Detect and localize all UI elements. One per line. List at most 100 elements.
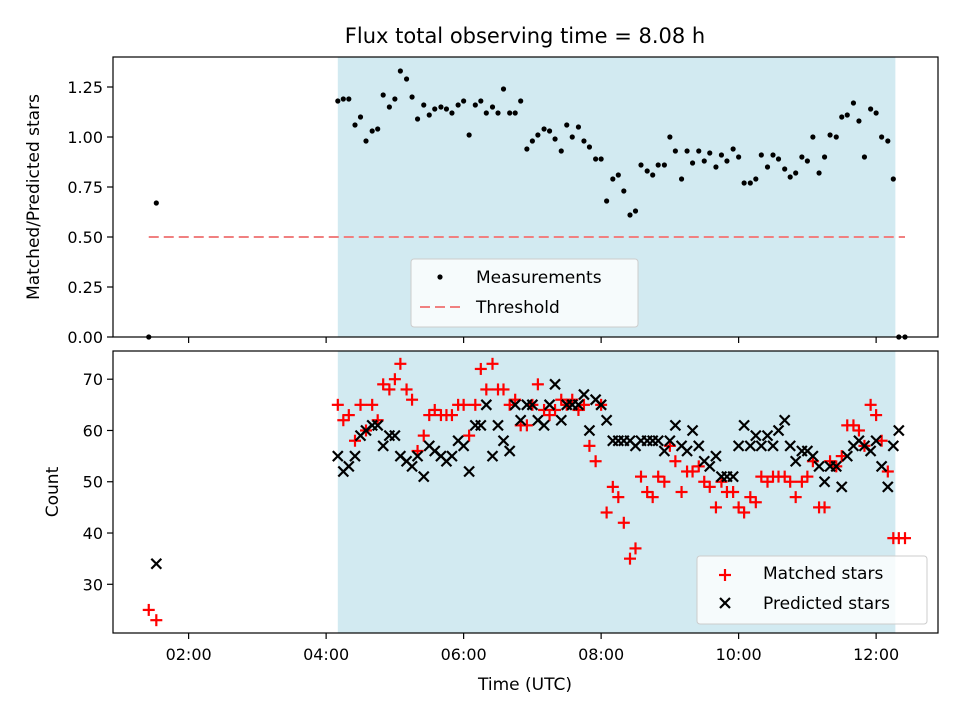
measurement-point bbox=[844, 112, 850, 118]
measurement-point bbox=[335, 98, 341, 104]
predicted-star-point bbox=[870, 434, 882, 447]
measurement-point bbox=[644, 168, 650, 174]
matched-star-point bbox=[423, 409, 436, 422]
measurement-point bbox=[512, 110, 518, 116]
matched-star-point bbox=[641, 486, 654, 498]
predicted-star-point bbox=[767, 440, 779, 452]
measurement-point bbox=[655, 162, 661, 168]
legend-matched-label: Matched stars bbox=[763, 564, 883, 584]
measurement-point bbox=[569, 134, 575, 140]
matched-star-point bbox=[795, 475, 808, 488]
measurement-point bbox=[701, 158, 707, 164]
ratio-legend: Measurements Threshold bbox=[410, 258, 639, 328]
predicted-star-point bbox=[738, 419, 750, 432]
legend-predicted-marker bbox=[719, 597, 731, 609]
ratio-y-tick-label: 0.25 bbox=[67, 278, 103, 297]
measurement-point bbox=[375, 126, 381, 132]
predicted-star-point bbox=[681, 445, 693, 457]
matched-star-point bbox=[463, 429, 476, 442]
matched-star-point bbox=[543, 409, 556, 422]
matched-star-point bbox=[698, 475, 711, 488]
measurement-point bbox=[581, 138, 587, 144]
predicted-star-point bbox=[486, 450, 499, 462]
matched-star-point bbox=[388, 373, 401, 386]
ratio-plot-frame bbox=[112, 56, 939, 338]
count-y-tick-label: 70 bbox=[83, 370, 103, 389]
measurement-point bbox=[380, 92, 386, 98]
predicted-star-point bbox=[411, 450, 424, 462]
measurement-point bbox=[153, 200, 159, 206]
measurement-point bbox=[507, 110, 513, 116]
predicted-star-point bbox=[875, 460, 888, 473]
count-y-tick-label: 60 bbox=[83, 421, 103, 440]
matched-star-point bbox=[761, 475, 774, 488]
matched-star-point bbox=[531, 378, 544, 391]
measurement-point bbox=[689, 160, 696, 166]
ratio-y-tick-label: 1.25 bbox=[67, 78, 103, 97]
measurement-point bbox=[421, 102, 427, 108]
measurement-point bbox=[672, 148, 678, 154]
predicted-star-point bbox=[841, 450, 854, 462]
predicted-star-point bbox=[710, 450, 722, 462]
matched-star-point bbox=[549, 403, 562, 416]
ratio-legend-box bbox=[410, 258, 639, 328]
matched-star-point bbox=[755, 470, 768, 483]
predicted-star-point bbox=[549, 378, 561, 391]
x-tick-label: 08:00 bbox=[578, 645, 624, 664]
matched-star-point bbox=[349, 434, 361, 447]
matched-star-point bbox=[847, 419, 860, 432]
predicted-star-point bbox=[744, 440, 757, 452]
predicted-star-point bbox=[652, 434, 664, 447]
predicted-stars-points bbox=[150, 378, 905, 570]
matched-star-point bbox=[538, 403, 551, 416]
measurement-point bbox=[604, 198, 610, 204]
matched-star-point bbox=[818, 501, 831, 514]
matched-star-point bbox=[744, 491, 757, 504]
matched-star-point bbox=[417, 429, 430, 442]
predicted-star-point bbox=[503, 445, 516, 457]
matched-star-point bbox=[635, 470, 647, 483]
count-y-axis-label: Count bbox=[43, 466, 63, 517]
ratio-y-tick-label: 1.00 bbox=[67, 128, 103, 147]
predicted-star-point bbox=[669, 419, 682, 432]
matched-star-point bbox=[646, 491, 659, 504]
predicted-star-point bbox=[807, 450, 819, 462]
matched-star-point bbox=[150, 614, 163, 627]
measurement-point bbox=[890, 176, 896, 182]
measurement-point bbox=[426, 112, 432, 118]
measurement-point bbox=[718, 152, 725, 158]
measurement-point bbox=[593, 156, 599, 162]
matched-star-point bbox=[784, 475, 797, 488]
measurement-point bbox=[495, 110, 501, 116]
measurement-point bbox=[632, 208, 639, 214]
measurement-point bbox=[409, 94, 415, 100]
measurement-point bbox=[392, 96, 398, 102]
predicted-star-point bbox=[417, 470, 430, 483]
predicted-star-point bbox=[475, 419, 487, 432]
predicted-star-point bbox=[887, 440, 900, 452]
matched-stars-points bbox=[142, 357, 911, 627]
predicted-star-point bbox=[349, 450, 361, 462]
measurement-point bbox=[483, 110, 489, 116]
count-panel: 30 40 50 60 70 02:00 04:00 06:00 08:00 10:00 12:0… bbox=[43, 350, 939, 695]
matched-star-point bbox=[864, 398, 877, 411]
measurement-point bbox=[861, 154, 868, 160]
matched-star-point bbox=[342, 409, 355, 422]
measurement-point bbox=[787, 174, 793, 180]
predicted-star-point bbox=[784, 440, 796, 452]
measurement-point bbox=[638, 162, 644, 168]
matched-star-point bbox=[624, 552, 636, 565]
measurement-point bbox=[346, 96, 352, 102]
measurement-point bbox=[443, 106, 450, 112]
ratio-x-ticks bbox=[188, 337, 877, 343]
matched-star-point bbox=[337, 414, 350, 427]
matched-star-point bbox=[400, 383, 413, 396]
measurement-point bbox=[449, 110, 455, 116]
predicted-star-point bbox=[595, 399, 607, 411]
matched-star-point bbox=[354, 398, 367, 411]
matched-star-point bbox=[583, 439, 596, 452]
measurement-point bbox=[810, 134, 816, 140]
measurement-point bbox=[541, 126, 547, 132]
predicted-star-point bbox=[893, 424, 905, 437]
